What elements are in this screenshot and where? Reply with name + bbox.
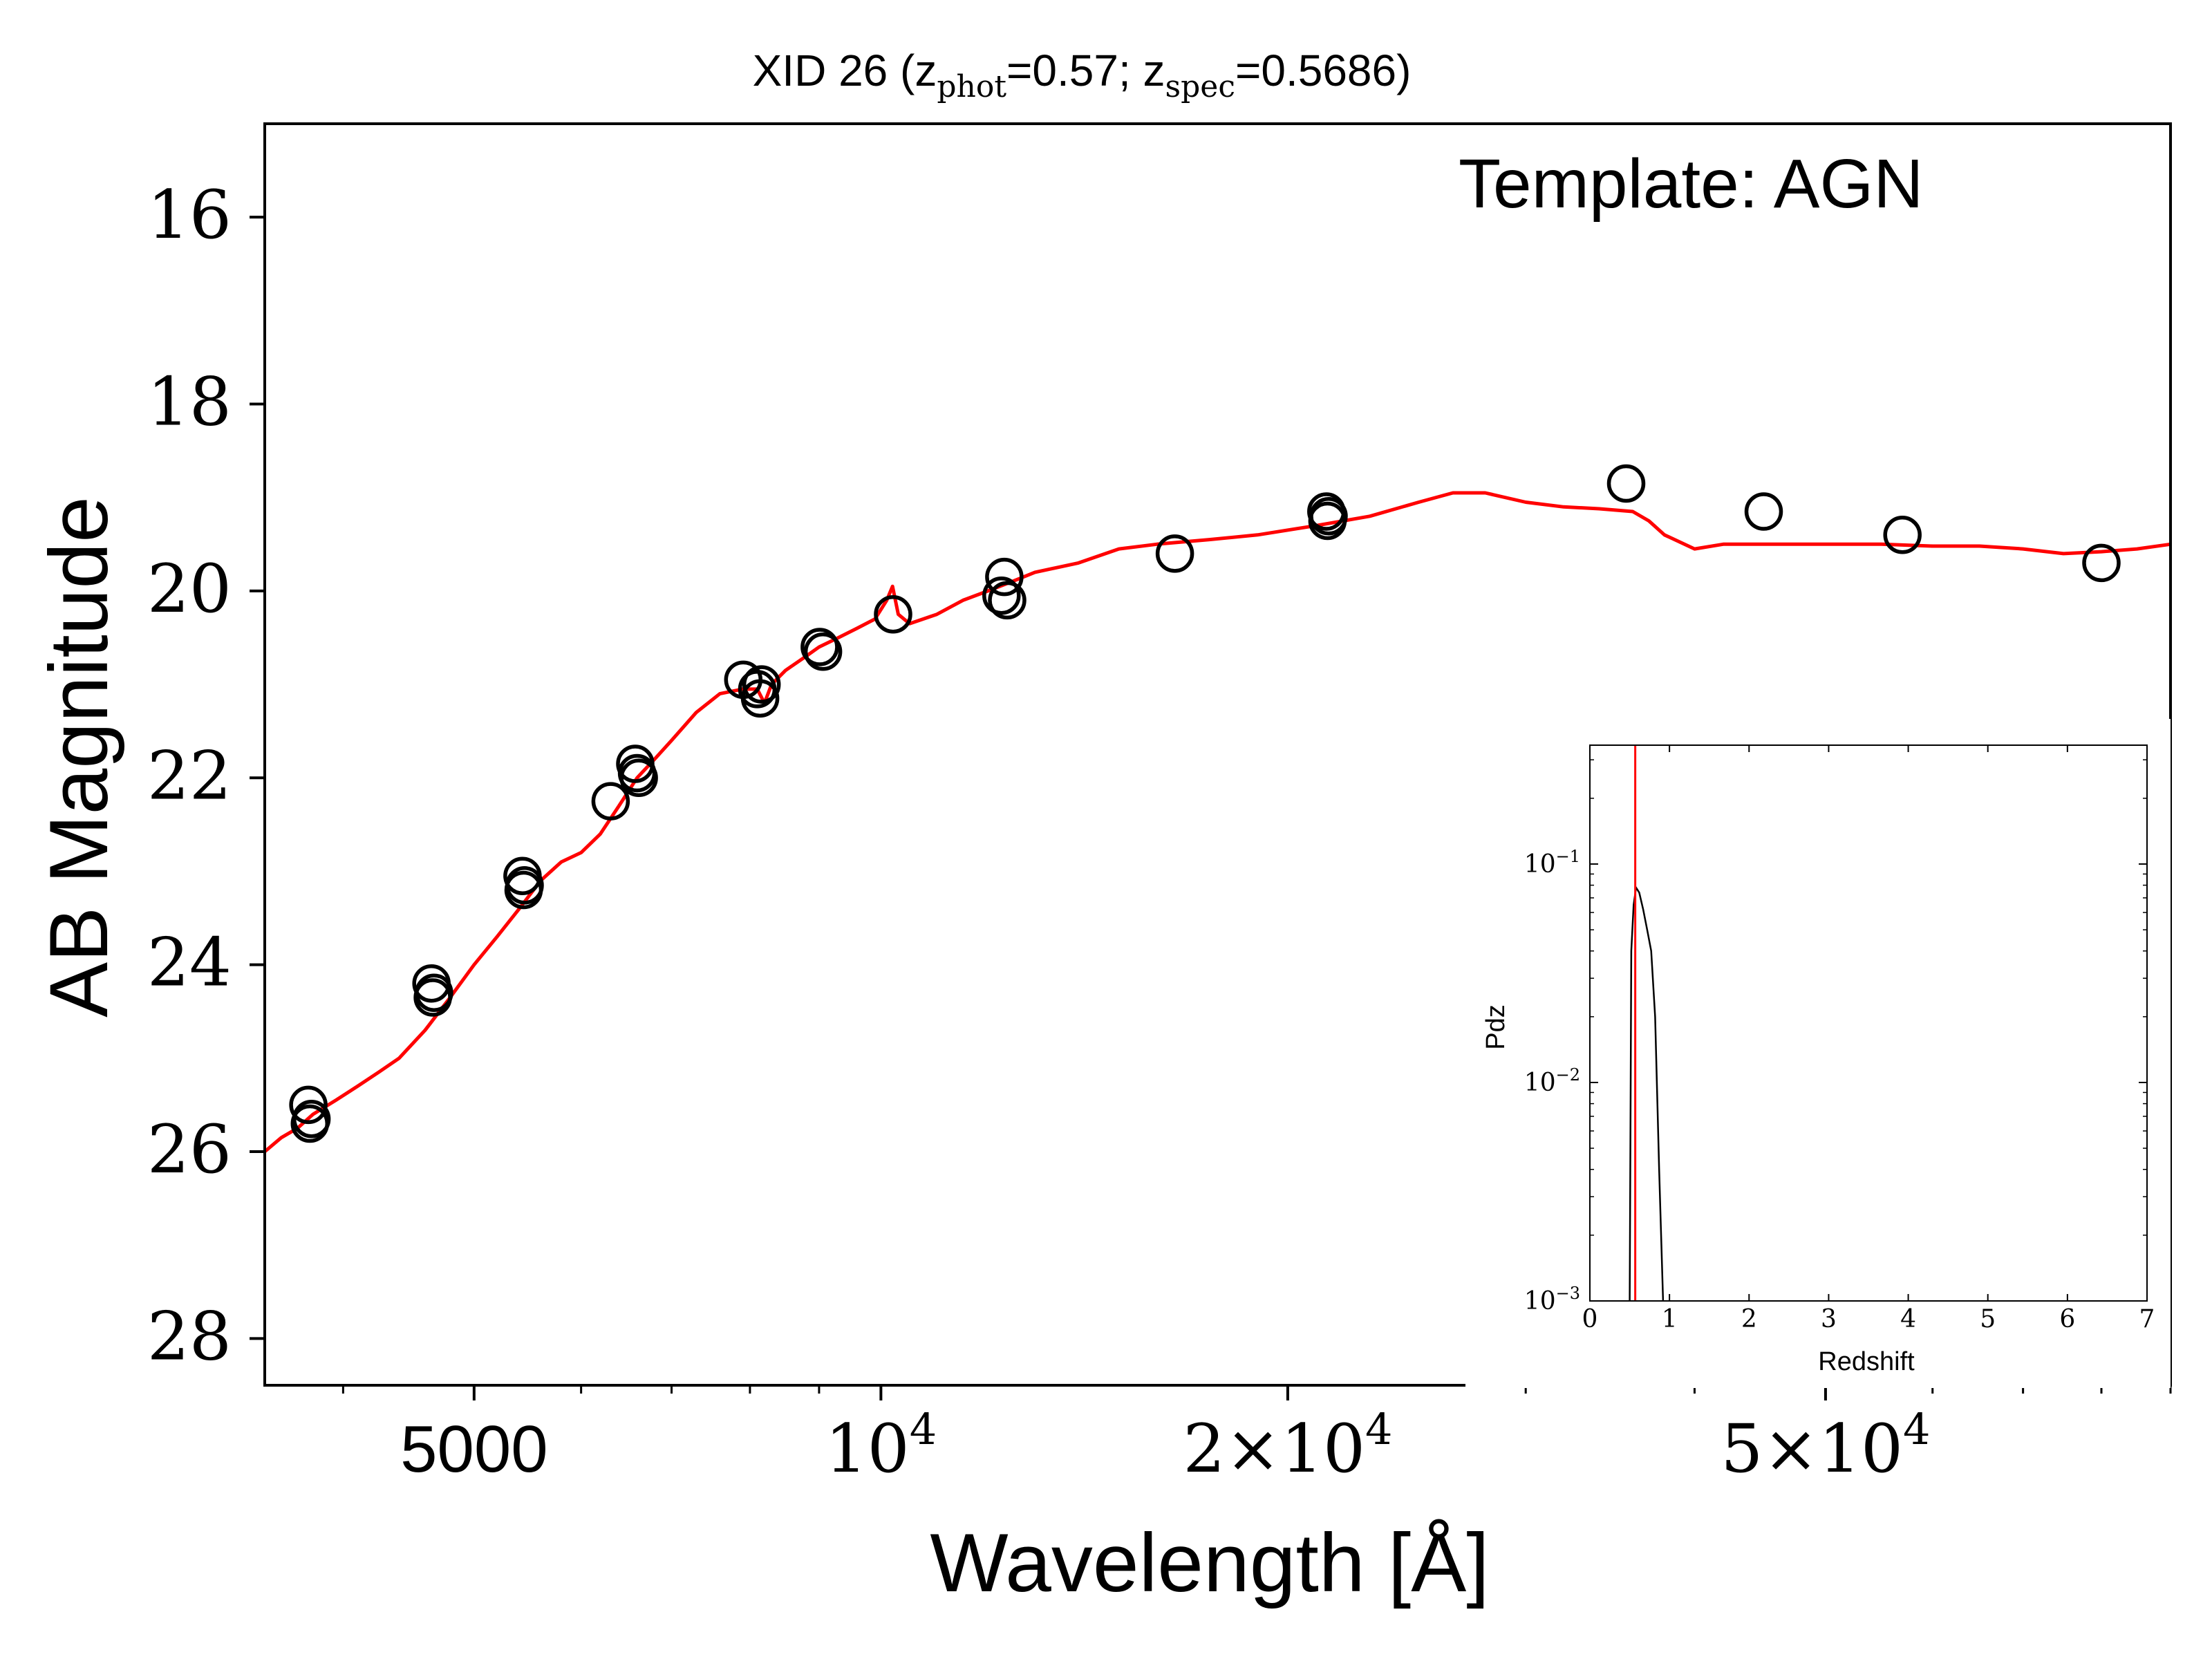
photometry-point xyxy=(292,1099,331,1138)
template-sed-line xyxy=(263,491,2171,1153)
template-annotation: Template: AGN xyxy=(1459,145,1924,223)
inset-axes: 0 1 2 3 4 5 6 7 10−1 10−2 10−3 xyxy=(1524,744,2155,1333)
photometry-point xyxy=(742,665,781,704)
photometry-point xyxy=(800,628,839,666)
x-axis-label: Wavelength [Å] xyxy=(930,1517,1489,1609)
photometry-point xyxy=(1309,497,1348,536)
y-tick-label: 28 xyxy=(147,1297,232,1375)
y-tick-label: 16 xyxy=(147,176,232,254)
inset-y-tick-label: 10−3 xyxy=(1524,1284,1580,1315)
photometry-point xyxy=(289,1085,328,1125)
photometry-point xyxy=(803,632,843,671)
inset-frame xyxy=(1589,744,2148,1302)
y-tick-label: 20 xyxy=(147,550,232,628)
x-tick-label: 5×104 xyxy=(1721,1404,1930,1488)
photometry-point xyxy=(874,594,912,634)
photometry-point xyxy=(505,866,544,905)
photometry-point xyxy=(985,557,1024,597)
y-tick-label: 22 xyxy=(147,737,232,814)
template-line-layer xyxy=(263,491,2171,1153)
inset-x-tick-label: 4 xyxy=(1900,1305,1916,1333)
x-tick-label: 104 xyxy=(825,1404,937,1488)
photometry-point xyxy=(1606,464,1646,503)
inset-x-tick-label: 6 xyxy=(2059,1305,2075,1333)
photometry-point xyxy=(988,581,1027,620)
photometry-point xyxy=(2082,543,2121,583)
photometry-point xyxy=(619,758,658,798)
inset-x-tick-label: 2 xyxy=(1741,1305,1757,1333)
photometry-point xyxy=(1883,516,1922,554)
pdz-curve-layer xyxy=(1629,745,1665,1302)
inset-background xyxy=(1465,719,2171,1388)
y-tick-label: 26 xyxy=(147,1111,232,1188)
y-tick-label: 24 xyxy=(147,924,232,1002)
inset-x-tick-label: 0 xyxy=(1582,1305,1598,1333)
y-tick-label: 18 xyxy=(147,364,232,441)
photometry-points-layer xyxy=(289,464,2121,1143)
inset-x-tick-label: 7 xyxy=(2139,1305,2155,1333)
title-subscript-spec: spec xyxy=(1165,69,1235,104)
redshift-pdz-inset: 0 1 2 3 4 5 6 7 10−1 10−2 10−3 Redshift Pdz xyxy=(1465,719,2171,1388)
inset-y-axis-label: Pdz xyxy=(1481,1004,1510,1049)
inset-x-tick-label: 3 xyxy=(1821,1305,1837,1333)
inset-x-tick-label: 1 xyxy=(1662,1305,1678,1333)
photometry-point xyxy=(982,576,1021,615)
y-axis-label: AB Magnitude xyxy=(32,496,125,1018)
pdz-curve xyxy=(1629,885,1665,1302)
chart-title: XID 26 (zphot=0.57; zspec=0.5686) xyxy=(753,46,1412,104)
inset-y-tick-label: 10−2 xyxy=(1524,1065,1580,1097)
inset-y-tick-label: 10−1 xyxy=(1524,847,1580,879)
photometry-point xyxy=(1744,492,1783,531)
inset-x-tick-label: 5 xyxy=(1980,1305,1996,1333)
x-tick-label: 5000 xyxy=(400,1412,548,1486)
title-subscript-phot: phot xyxy=(937,69,1006,104)
photometry-point xyxy=(740,679,780,718)
photometry-point xyxy=(591,782,630,821)
x-tick-label: 2×104 xyxy=(1183,1404,1392,1488)
inset-x-axis-label: Redshift xyxy=(1818,1347,1915,1376)
photometry-point xyxy=(415,973,453,1012)
photometry-point xyxy=(1155,534,1194,573)
